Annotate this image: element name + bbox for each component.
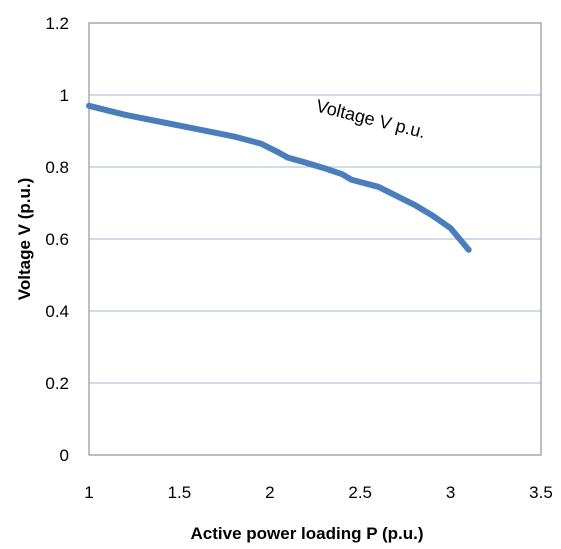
- y-tick-label: 0.4: [45, 302, 69, 321]
- grid-lines: [89, 94, 541, 384]
- y-tick-label: 0: [60, 446, 69, 465]
- x-tick-label: 3: [446, 483, 455, 502]
- y-tick-labels: 0 0.2 0.4 0.6 0.8 1 1.2: [45, 14, 69, 465]
- y-tick-label: 1: [60, 86, 69, 105]
- x-tick-label: 3.5: [529, 483, 553, 502]
- x-tick-label: 1.5: [168, 483, 192, 502]
- x-tick-label: 1: [84, 483, 93, 502]
- x-tick-labels: 1 1.5 2 2.5 3 3.5: [84, 483, 553, 502]
- x-tick-label: 2: [265, 483, 274, 502]
- series-points: [88, 105, 469, 250]
- series-annotation: Voltage V p.u.: [314, 96, 428, 143]
- x-tick-label: 2.5: [348, 483, 372, 502]
- y-axis-title: Voltage V (p.u.): [15, 178, 34, 300]
- y-tick-label: 0.6: [45, 230, 69, 249]
- y-tick-label: 0.2: [45, 374, 69, 393]
- plot-area-border: [88, 22, 542, 456]
- y-tick-label: 1.2: [45, 14, 69, 33]
- x-axis-title: Active power loading P (p.u.): [191, 524, 424, 543]
- y-tick-label: 0.8: [45, 158, 69, 177]
